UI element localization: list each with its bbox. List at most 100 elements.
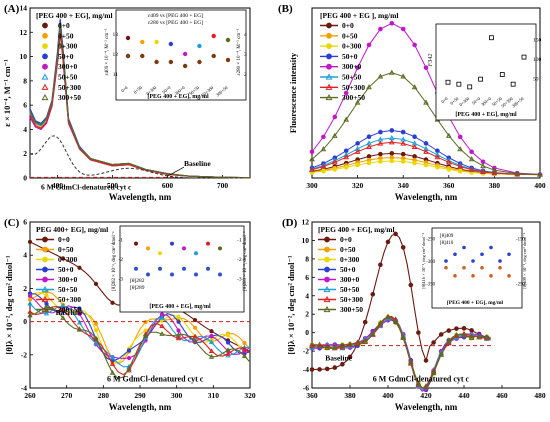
series-point [159, 323, 165, 329]
x-tick-label: 300 [306, 181, 318, 190]
legend-marker [42, 22, 48, 29]
legend-title: PEG 400+ EG], mg/ml [36, 225, 108, 234]
y-tick-label: 8 [305, 254, 309, 263]
series-point [366, 143, 372, 150]
inset-point-416 [507, 274, 511, 278]
series-point [438, 351, 445, 357]
legend-label: 50+50 [340, 285, 360, 294]
legend-label: 0+300 [58, 42, 78, 51]
inset-point-left [168, 41, 174, 47]
series-point [192, 338, 198, 344]
series-line [311, 72, 541, 175]
series-point [423, 141, 429, 146]
series-point [340, 361, 345, 367]
legend-marker [323, 305, 331, 313]
inset-point-left [154, 39, 159, 45]
legend-marker [41, 295, 49, 303]
series-point [400, 151, 406, 157]
series-point [430, 369, 437, 376]
series-point [208, 353, 215, 359]
inset-point-409 [444, 259, 448, 263]
series-point [77, 265, 82, 270]
y-tick-label: -2 [21, 350, 27, 359]
inset-y-tick: 50 [533, 76, 539, 82]
series-point [453, 331, 460, 338]
inset-point-right [182, 63, 188, 69]
series-point [159, 315, 165, 320]
inset-right-tick: 4 [244, 32, 247, 38]
inset-point [445, 79, 451, 85]
x-tick-label: 300 [171, 391, 183, 400]
legend-marker [42, 63, 48, 70]
series-point [423, 358, 429, 363]
series-point [378, 26, 383, 32]
legend-marker [42, 32, 48, 39]
inset-right-label: ε280 × 10⁻⁴, M⁻¹ cm⁻¹ [236, 28, 242, 75]
x-tick-label: 500 [107, 181, 119, 190]
x-tick-label: 360 [443, 181, 455, 190]
legend-label: 300+50 [58, 93, 81, 102]
inset-x-tick-label: 0+50 [449, 95, 460, 105]
inset-x-label: [PEG 400 + EG], mg/ml [455, 112, 517, 118]
x-tick-label: 420 [420, 391, 432, 400]
series-point [109, 354, 116, 360]
legend-label: 0+0 [342, 21, 354, 30]
x-tick-label: 260 [24, 391, 36, 400]
inset-left-tick: 13 [113, 32, 119, 38]
series-point [347, 354, 353, 360]
inset-left-tick: -2 [118, 257, 123, 263]
series-point [93, 335, 99, 341]
inset-x-tick-label: 0+300 [458, 95, 471, 107]
y-tick-label: -4 [303, 365, 309, 374]
series-point [537, 171, 543, 177]
y-tick-label: -6 [303, 384, 309, 393]
annotation-denatured: 6 M GdmCl-denatured cyt c [41, 182, 132, 191]
series-point [423, 65, 429, 70]
inset-y-tick: 150 [533, 38, 542, 44]
annotation-baseline: Baseline [325, 353, 352, 362]
inset-point-282 [218, 246, 222, 251]
series-point [438, 332, 444, 337]
y-tick-label: 2 [305, 310, 309, 319]
x-tick-label: 320 [352, 181, 364, 190]
legend-marker [325, 83, 333, 90]
inset-point-416 [444, 265, 448, 270]
series-point [324, 366, 330, 372]
series-point [208, 348, 215, 353]
annotation-baseline: Baseline [56, 308, 83, 317]
series-point [27, 239, 33, 245]
series-point [142, 333, 149, 339]
inset-point-416 [480, 265, 484, 270]
legend-marker [42, 266, 48, 273]
series-point [378, 129, 383, 135]
series-point [176, 314, 181, 319]
series-point [370, 291, 376, 297]
inset-point-right [125, 53, 131, 59]
legend-marker [323, 285, 331, 293]
series-point [388, 139, 395, 145]
inset-point-left [211, 33, 216, 39]
legend-marker [41, 93, 49, 101]
inset-right-label: [θ]289 × 10⁻², deg cm² dmol⁻¹ [242, 231, 248, 291]
series-point [400, 26, 406, 32]
inset-point [456, 81, 462, 87]
series-point [393, 231, 398, 237]
x-axis-label: Wavelength, nm [395, 192, 458, 202]
legend-label: 50+300 [340, 295, 363, 304]
inset-x-label: [PEG 400 + EG], mg/ml [149, 304, 211, 310]
legend-label: 300+50 [342, 93, 365, 102]
series-point [468, 156, 475, 162]
legend-label: 300+50 [340, 305, 363, 314]
inset-x-tick-label: 300+0 [480, 95, 493, 107]
x-axis-label: Wavelength, nm [109, 192, 172, 202]
inset-y-tick: 100 [533, 57, 542, 63]
series-point [44, 293, 49, 298]
series-point [400, 159, 406, 164]
inset-point [499, 72, 505, 77]
legend-marker [326, 63, 332, 70]
inset-point [478, 76, 483, 82]
series-point [76, 319, 83, 325]
inset-point-289 [134, 266, 138, 271]
y-tick-label: 4 [23, 125, 27, 134]
series-point [457, 134, 463, 140]
